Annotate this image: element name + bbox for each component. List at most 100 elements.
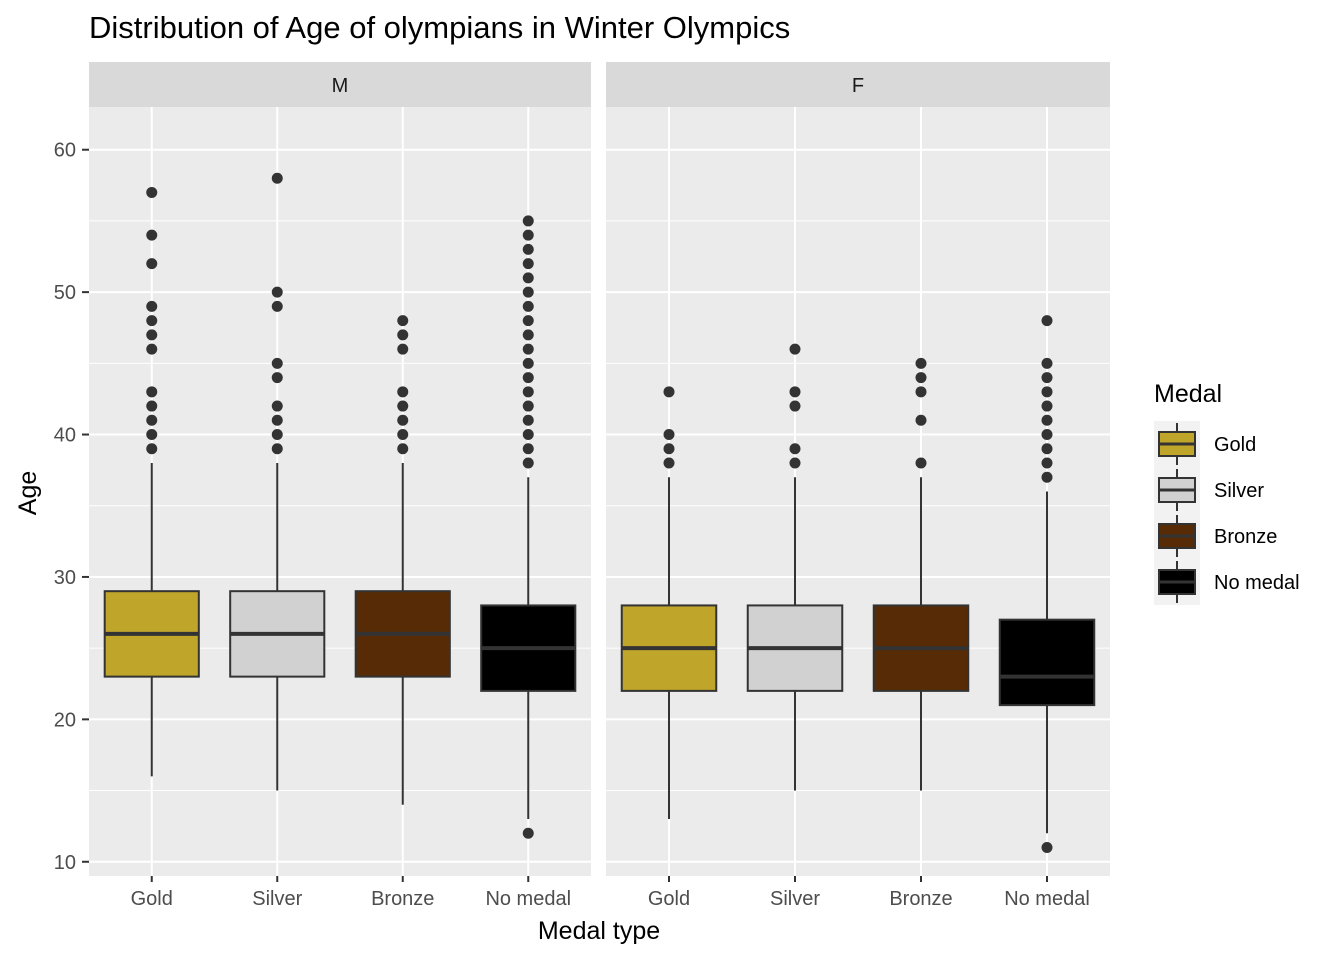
legend-label: Silver	[1214, 480, 1264, 502]
y-tick-label: 10	[54, 852, 76, 874]
box-gold	[103, 186, 200, 777]
panel-background	[89, 107, 591, 876]
outlier-point	[522, 429, 534, 441]
outlier-point	[522, 329, 534, 341]
outlier-point	[146, 186, 158, 198]
outlier-point	[271, 286, 283, 298]
legend-item-bronze: Bronze	[1154, 513, 1277, 559]
outlier-point	[522, 215, 534, 227]
outlier-point	[522, 343, 534, 355]
y-tick-label: 60	[54, 140, 76, 162]
facet-panel-f: F Gold Silver Bronze No medal	[606, 62, 1110, 910]
panel-background	[606, 107, 1110, 876]
outlier-point	[271, 372, 283, 384]
outlier-point	[1041, 414, 1053, 426]
legend-item-no-medal: No medal	[1154, 559, 1300, 605]
x-tick-label: Gold	[648, 888, 690, 910]
box-gold	[620, 386, 718, 820]
outlier-point	[1041, 471, 1053, 483]
outlier-point	[271, 443, 283, 455]
outlier-point	[397, 429, 409, 441]
outlier-point	[522, 414, 534, 426]
y-tick-label: 40	[54, 425, 76, 447]
facet-panel-m: M Gold Silver Bronze No medal	[89, 62, 591, 910]
outlier-point	[146, 300, 158, 312]
outlier-point	[522, 315, 534, 327]
x-tick-label: Bronze	[371, 888, 434, 910]
outlier-point	[397, 400, 409, 412]
outlier-point	[522, 386, 534, 398]
facet-panels: M Gold Silver Bronze No medal F Gold Silver Bron…	[89, 62, 1110, 910]
outlier-point	[1041, 457, 1053, 469]
outlier-point	[146, 229, 158, 241]
outlier-point	[789, 343, 801, 355]
x-tick-label: Gold	[131, 888, 173, 910]
outlier-point	[271, 429, 283, 441]
outlier-point	[146, 443, 158, 455]
outlier-point	[397, 443, 409, 455]
x-axis-title: Medal type	[538, 917, 660, 945]
outlier-point	[271, 172, 283, 184]
outlier-point	[522, 457, 534, 469]
outlier-point	[271, 400, 283, 412]
outlier-point	[915, 372, 927, 384]
outlier-point	[789, 443, 801, 455]
box-silver	[229, 172, 326, 791]
outlier-point	[789, 457, 801, 469]
outlier-point	[522, 400, 534, 412]
outlier-point	[146, 414, 158, 426]
outlier-point	[522, 357, 534, 369]
outlier-point	[146, 315, 158, 327]
outlier-point	[146, 400, 158, 412]
facet-strip	[89, 62, 591, 107]
y-tick-label: 30	[54, 567, 76, 589]
outlier-point	[146, 343, 158, 355]
legend: Medal Gold Silver Bronze No medal	[1154, 380, 1300, 605]
outlier-point	[271, 357, 283, 369]
outlier-point	[1041, 386, 1053, 398]
outlier-point	[1041, 400, 1053, 412]
x-tick-label: Bronze	[889, 888, 952, 910]
legend-label: Bronze	[1214, 526, 1277, 548]
outlier-point	[789, 400, 801, 412]
outlier-point	[397, 414, 409, 426]
legend-item-gold: Gold	[1154, 421, 1256, 467]
legend-item-silver: Silver	[1154, 467, 1264, 513]
outlier-point	[1041, 315, 1053, 327]
outlier-point	[663, 386, 675, 398]
outlier-point	[915, 357, 927, 369]
outlier-point	[522, 827, 534, 839]
outlier-point	[915, 414, 927, 426]
outlier-point	[663, 457, 675, 469]
outlier-point	[146, 429, 158, 441]
outlier-point	[146, 258, 158, 270]
outlier-point	[397, 343, 409, 355]
outlier-point	[1041, 429, 1053, 441]
legend-label: Gold	[1214, 434, 1256, 456]
outlier-point	[271, 300, 283, 312]
outlier-point	[1041, 357, 1053, 369]
outlier-point	[915, 386, 927, 398]
box-silver	[746, 343, 844, 791]
outlier-point	[522, 300, 534, 312]
outlier-point	[1041, 842, 1053, 854]
x-tick-label: Silver	[770, 888, 820, 910]
y-tick-label: 20	[54, 709, 76, 731]
outlier-point	[397, 386, 409, 398]
y-tick-label: 50	[54, 282, 76, 304]
outlier-point	[522, 286, 534, 298]
facet-strip-label: M	[332, 75, 349, 97]
outlier-point	[397, 315, 409, 327]
outlier-point	[789, 386, 801, 398]
legend-label: No medal	[1214, 572, 1300, 594]
outlier-point	[146, 386, 158, 398]
outlier-point	[522, 258, 534, 270]
box-no-medal	[480, 215, 577, 839]
facet-strip	[606, 62, 1110, 107]
outlier-point	[522, 372, 534, 384]
outlier-point	[663, 429, 675, 441]
outlier-point	[522, 243, 534, 255]
chart-title: Distribution of Age of olympians in Wint…	[89, 10, 790, 45]
outlier-point	[397, 329, 409, 341]
